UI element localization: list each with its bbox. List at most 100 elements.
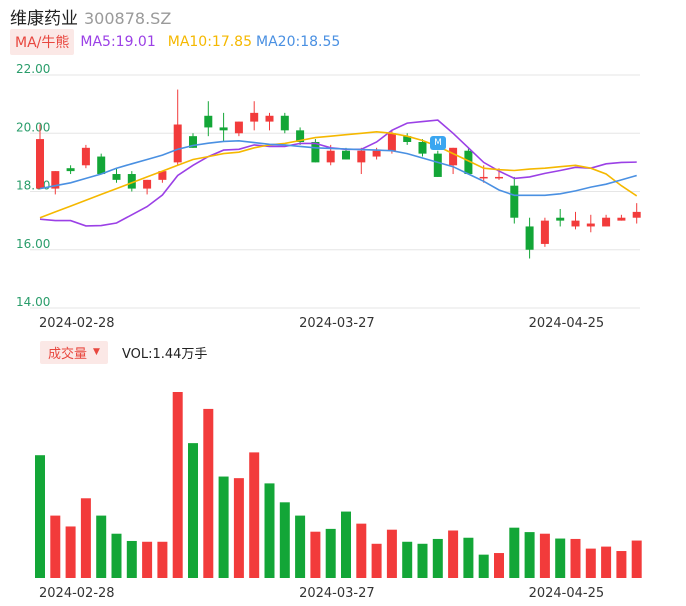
- volume-bar: [203, 408, 214, 578]
- volume-legend: 成交量 ▼ VOL:1.44万手: [40, 340, 208, 364]
- volume-bar: [35, 455, 45, 578]
- volume-bar: [448, 530, 459, 578]
- candle: [280, 112, 289, 134]
- candle: [158, 171, 167, 183]
- volume-bar: [264, 483, 275, 578]
- candle-body: [449, 147, 458, 166]
- candle-body: [189, 136, 197, 148]
- volume-bar: [310, 531, 321, 578]
- volume-bar: [616, 551, 627, 578]
- x-tick-label: 2024-03-27: [299, 316, 375, 331]
- candle-body: [556, 217, 565, 221]
- candle-body: [617, 217, 626, 221]
- candle: [540, 217, 549, 247]
- volume-bar: [585, 548, 596, 578]
- volume-bar: [142, 541, 153, 578]
- volume-bar: [96, 515, 107, 578]
- candle-body: [342, 150, 350, 160]
- candle-body: [372, 150, 381, 157]
- volume-value: VOL:1.44万手: [121, 346, 208, 362]
- volume-bar: [417, 543, 428, 578]
- volume-bar: [295, 515, 306, 578]
- candle-body: [433, 153, 442, 177]
- volume-bar: [402, 541, 413, 578]
- candle-body: [158, 171, 167, 180]
- candle-body: [525, 226, 534, 250]
- candle: [311, 139, 320, 163]
- candle-body: [66, 168, 75, 172]
- ma20-line: [39, 139, 637, 197]
- volume-x-tick-label: 2024-04-25: [529, 586, 605, 601]
- candle-body: [418, 141, 427, 154]
- volume-bar: [356, 523, 367, 578]
- candle: [586, 214, 595, 233]
- candle-body: [571, 220, 580, 227]
- candle: [433, 150, 442, 177]
- ma10-legend: MA10:17.85: [167, 34, 253, 50]
- candle-body: [81, 147, 90, 166]
- candle-body: [326, 150, 335, 163]
- volume-bar: [432, 538, 443, 578]
- x-tick-label: 2024-04-25: [529, 316, 605, 331]
- event-badge[interactable]: M: [430, 136, 446, 150]
- candle: [525, 217, 534, 259]
- candle-body: [632, 211, 641, 218]
- candle: [617, 214, 626, 221]
- volume-bar: [494, 553, 504, 578]
- candle-body: [112, 174, 121, 180]
- candle-body: [127, 174, 136, 189]
- candle-body: [296, 130, 305, 142]
- candle-body: [204, 115, 213, 128]
- candle-body: [36, 139, 44, 189]
- y-tick-label: 14.00: [16, 295, 50, 309]
- candle-body: [265, 115, 274, 122]
- y-tick-label: 16.00: [16, 237, 50, 251]
- candle-body: [311, 141, 320, 163]
- volume-bar: [524, 532, 535, 578]
- volume-bar: [463, 537, 474, 578]
- volume-bar: [371, 543, 382, 578]
- volume-bar: [478, 554, 489, 578]
- candle-body: [280, 115, 289, 131]
- candle: [112, 168, 121, 183]
- candle: [219, 112, 228, 142]
- volume-bar: [509, 527, 520, 578]
- candle: [204, 101, 213, 137]
- candle-body: [403, 136, 412, 142]
- volume-bar: [218, 476, 229, 578]
- volume-bar: [539, 533, 550, 578]
- candle-body: [357, 150, 366, 163]
- y-tick-label: 18.00: [16, 179, 50, 193]
- candle: [403, 133, 412, 145]
- candle: [387, 130, 396, 154]
- candle: [173, 89, 182, 166]
- volume-indicator-selector[interactable]: 成交量 ▼: [40, 340, 108, 364]
- y-tick-label: 22.00: [16, 62, 50, 76]
- ma-indicator-selector[interactable]: MA/牛熊: [10, 29, 75, 55]
- candle: [36, 124, 44, 189]
- stock-code: 300878.SZ: [84, 9, 172, 28]
- volume-bar: [570, 538, 581, 578]
- candle: [265, 112, 274, 131]
- candle-body: [387, 133, 396, 151]
- volume-bar: [601, 546, 612, 578]
- volume-bar: [172, 392, 183, 578]
- x-tick-label: 2024-02-28: [39, 316, 115, 331]
- candle: [418, 139, 427, 157]
- candle-body: [51, 171, 60, 189]
- candle-body: [495, 176, 503, 179]
- candle-body: [173, 124, 182, 163]
- candle-body: [219, 127, 228, 131]
- y-tick-label: 20.00: [16, 120, 50, 134]
- candle-body: [234, 121, 243, 134]
- volume-bar: [50, 515, 61, 578]
- candle: [510, 176, 519, 224]
- volume-bar: [386, 529, 397, 578]
- volume-bar: [325, 528, 336, 578]
- candle: [234, 121, 243, 137]
- volume-bar: [279, 502, 290, 578]
- candle: [357, 147, 366, 175]
- candle: [632, 203, 641, 224]
- candle-body: [510, 185, 519, 218]
